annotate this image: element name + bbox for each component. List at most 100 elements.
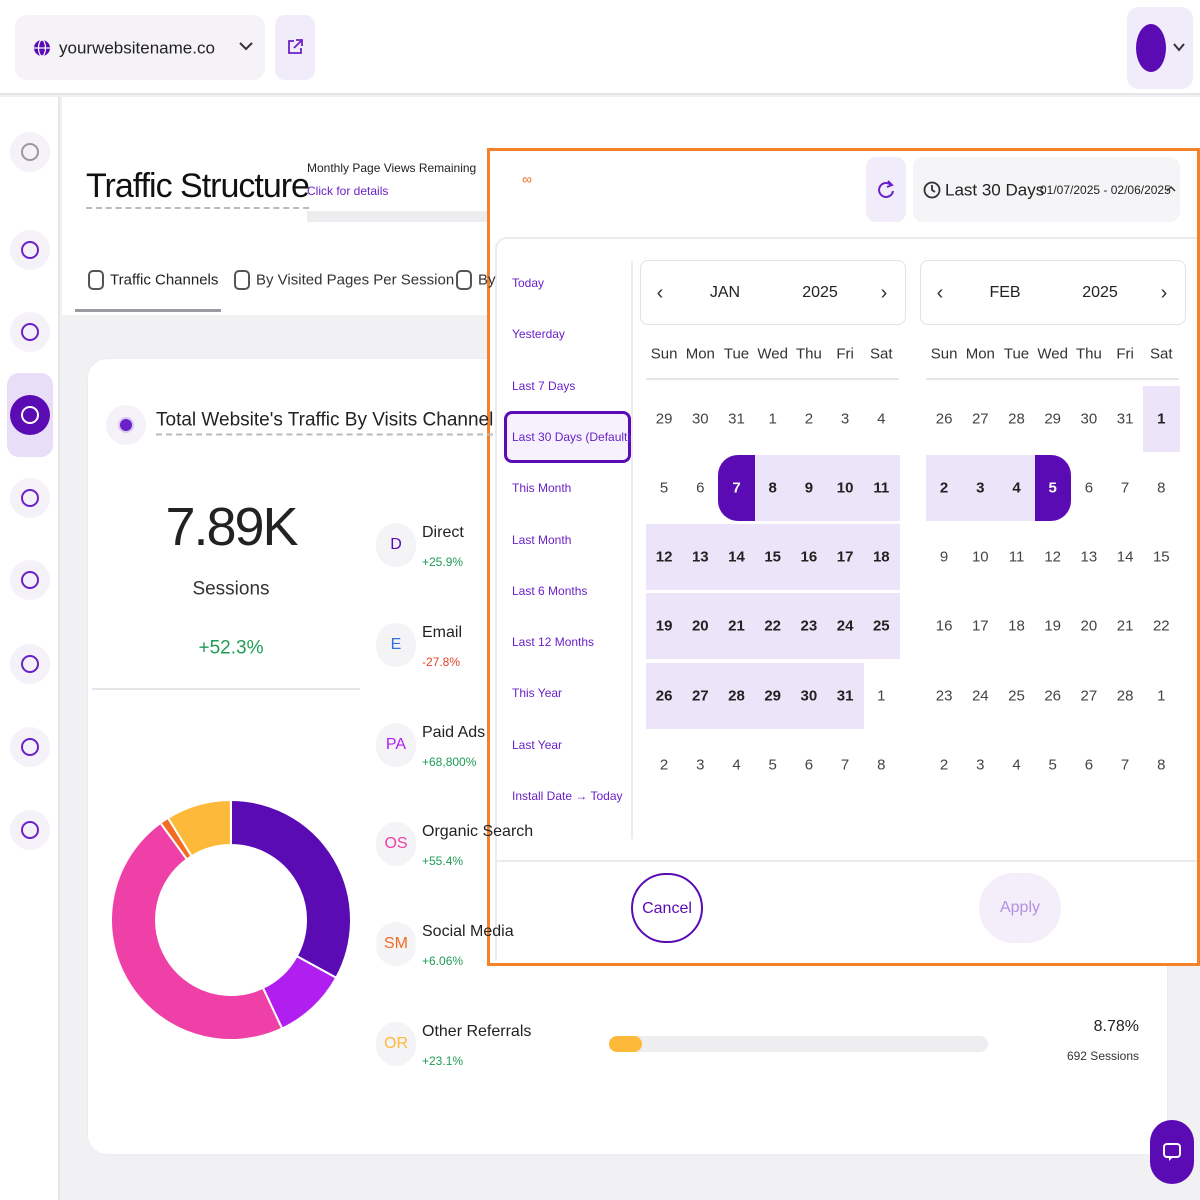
day[interactable]: 6 [1084,756,1094,774]
day[interactable]: 21 [728,617,745,635]
month[interactable]: JAN [709,284,741,301]
site-selector[interactable] [15,15,265,80]
day[interactable]: 31 [728,410,745,428]
tab[interactable]: By Visited Pages Per Session [256,271,455,289]
day[interactable]: 31 [1116,410,1134,428]
day[interactable]: 29 [1044,410,1062,428]
preset[interactable]: Last 12 Months [512,635,595,650]
day[interactable]: 28 [728,687,745,705]
day[interactable]: 4 [877,410,886,428]
day[interactable]: 13 [691,548,709,566]
account-menu[interactable] [1127,7,1193,89]
day[interactable]: 7 [840,756,850,774]
preset[interactable]: This Month [512,481,572,496]
month[interactable]: FEB [989,284,1021,301]
prev-month[interactable]: ‹ [936,282,944,304]
day[interactable]: 4 [1012,479,1021,497]
site-name[interactable]: yourwebsitename.co [59,38,215,58]
preset[interactable]: Install Date → Today [512,789,623,803]
next-month[interactable]: › [880,282,888,304]
day[interactable]: 25 [1008,687,1025,705]
open-site-button[interactable] [275,15,315,80]
day[interactable]: 8 [1157,756,1166,774]
day[interactable]: 5 [1048,756,1057,774]
nav-item[interactable] [10,810,50,850]
day[interactable]: 22 [1152,617,1170,635]
day[interactable]: 2 [939,756,949,774]
day[interactable]: 18 [1008,617,1025,635]
preset[interactable]: Today [512,276,545,290]
day[interactable]: 6 [696,479,705,497]
day[interactable]: 16 [935,617,953,635]
day[interactable]: 25 [872,617,890,635]
preset[interactable]: Last Year [512,737,563,752]
day[interactable]: 1 [1157,687,1166,705]
day[interactable]: 12 [1044,548,1062,566]
nav-item[interactable] [10,395,50,435]
nav-item[interactable] [10,230,50,270]
day[interactable]: 8 [877,756,886,774]
day[interactable]: 29 [655,410,673,428]
day[interactable]: 17 [971,617,989,635]
day[interactable]: 30 [691,410,709,428]
day[interactable]: 15 [1152,548,1170,566]
day[interactable]: 2 [939,479,949,497]
apply-button[interactable]: Apply [979,873,1061,943]
day[interactable]: 26 [935,410,953,428]
tab[interactable]: Traffic Channels [110,271,219,289]
nav-item[interactable] [10,560,50,600]
day[interactable]: 23 [800,617,818,635]
day[interactable]: 6 [1084,479,1094,497]
day[interactable]: 1 [877,687,886,705]
day[interactable]: 7 [1120,756,1130,774]
preset[interactable]: Last 30 Days (Default) [512,429,632,444]
day[interactable]: 27 [1080,687,1098,705]
tab[interactable]: By [478,271,496,289]
day[interactable]: 16 [800,548,818,566]
range-selector[interactable] [913,157,1180,222]
day[interactable]: 4 [732,756,741,774]
day[interactable]: 11 [1008,548,1025,566]
nav-item[interactable] [10,478,50,518]
day[interactable]: 21 [1116,617,1134,635]
year[interactable]: 2025 [1082,284,1118,301]
refresh-button[interactable] [866,157,906,222]
day[interactable]: 3 [696,756,705,774]
day[interactable]: 2 [659,756,669,774]
prev-month[interactable]: ‹ [656,282,664,304]
preset[interactable]: Last 7 Days [512,378,576,393]
day[interactable]: 4 [1012,756,1021,774]
day[interactable]: 14 [1116,548,1134,566]
day[interactable]: 8 [768,479,777,497]
day[interactable]: 7 [1120,479,1130,497]
day[interactable]: 22 [764,617,782,635]
day[interactable]: 27 [971,410,989,428]
preset[interactable]: Last Month [512,532,572,547]
day[interactable]: 5 [659,479,669,497]
day[interactable]: 7 [732,479,741,497]
day[interactable]: 6 [804,756,814,774]
nav-item[interactable] [10,312,50,352]
range-dates[interactable]: 01/07/2025 - 02/06/2025 [1040,183,1171,197]
day[interactable]: 15 [764,548,782,566]
day[interactable]: 3 [976,479,985,497]
donut-segment[interactable] [110,821,284,1041]
day[interactable]: 29 [764,687,782,705]
quota-link[interactable]: Click for details [307,184,389,198]
day[interactable]: 2 [804,410,814,428]
donut-segment[interactable] [230,798,352,980]
donut-segment[interactable] [166,798,232,858]
day[interactable]: 1 [768,410,777,428]
day[interactable]: 9 [804,479,814,497]
day[interactable]: 28 [1008,410,1025,428]
day[interactable]: 13 [1080,548,1098,566]
day[interactable]: 8 [1157,479,1166,497]
preset[interactable]: This Year [512,686,563,701]
day[interactable]: 3 [976,756,985,774]
day[interactable]: 9 [939,548,949,566]
range-label[interactable]: Last 30 Days [945,180,1045,200]
day[interactable]: 24 [971,687,989,705]
nav-item[interactable] [10,132,50,172]
day[interactable]: 10 [836,479,854,497]
day[interactable]: 30 [1080,410,1098,428]
